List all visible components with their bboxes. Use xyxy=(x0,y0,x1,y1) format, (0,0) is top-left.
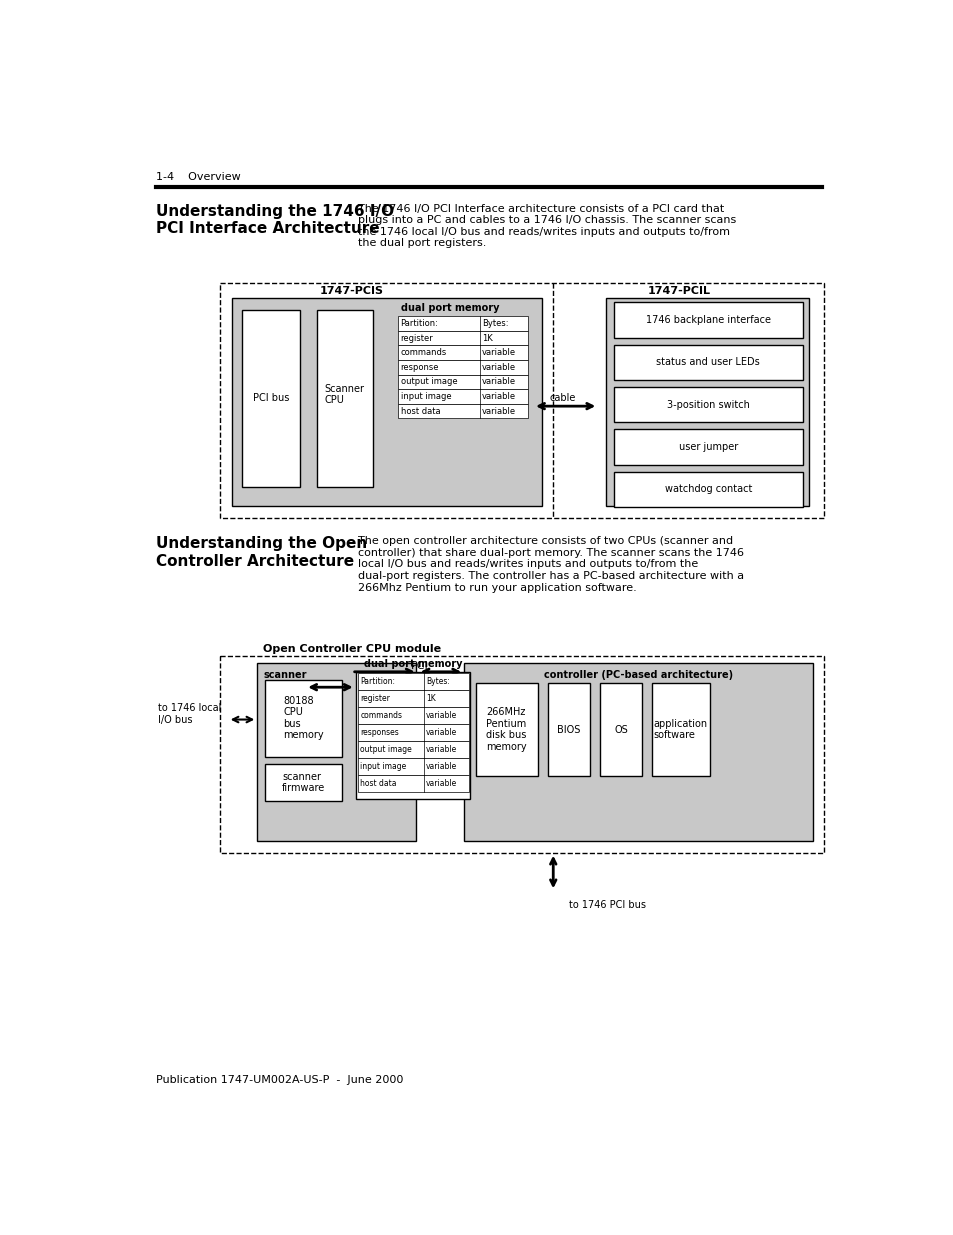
Text: variable: variable xyxy=(481,391,516,401)
Bar xyxy=(397,404,528,419)
Bar xyxy=(397,359,528,374)
Text: Publication 1747-UM002A-US-P  -  June 2000: Publication 1747-UM002A-US-P - June 2000 xyxy=(155,1074,402,1084)
Bar xyxy=(464,662,812,841)
Text: Scanner
CPU: Scanner CPU xyxy=(324,384,364,405)
Bar xyxy=(397,316,528,331)
Text: input image: input image xyxy=(400,391,451,401)
Text: register: register xyxy=(360,694,390,703)
Bar xyxy=(397,389,528,404)
Text: variable: variable xyxy=(481,378,516,387)
Text: dual port memory: dual port memory xyxy=(363,659,462,669)
Bar xyxy=(613,345,802,380)
Text: 80188
CPU
bus
memory: 80188 CPU bus memory xyxy=(283,695,324,741)
Bar xyxy=(241,310,299,487)
Bar xyxy=(599,683,641,776)
Bar xyxy=(220,656,823,852)
Text: variable: variable xyxy=(481,406,516,416)
Bar xyxy=(397,346,528,359)
Bar xyxy=(265,679,342,757)
Text: status and user LEDs: status and user LEDs xyxy=(656,357,760,367)
Bar xyxy=(613,387,802,422)
Text: user jumper: user jumper xyxy=(678,442,737,452)
Text: output image: output image xyxy=(360,745,412,755)
Text: input image: input image xyxy=(360,762,406,771)
Text: Bytes:: Bytes: xyxy=(481,319,508,327)
Text: commands: commands xyxy=(400,348,446,357)
Text: register: register xyxy=(400,333,433,342)
Text: watchdog contact: watchdog contact xyxy=(664,484,751,494)
Text: PCI: PCI xyxy=(411,661,429,671)
Text: response: response xyxy=(400,363,438,372)
Text: to 1746 local
I/O bus: to 1746 local I/O bus xyxy=(158,704,221,725)
Bar xyxy=(397,331,528,346)
Bar xyxy=(316,310,373,487)
Bar xyxy=(613,303,802,337)
Text: 3-position switch: 3-position switch xyxy=(666,400,749,410)
Text: variable: variable xyxy=(481,348,516,357)
Text: to 1746 PCI bus: to 1746 PCI bus xyxy=(568,900,645,910)
Text: PCI bus: PCI bus xyxy=(253,394,289,404)
Text: 1K: 1K xyxy=(481,333,492,342)
Bar xyxy=(220,283,823,517)
Text: The 1746 I/O PCI Interface architecture consists of a PCI card that
plugs into a: The 1746 I/O PCI Interface architecture … xyxy=(357,204,736,248)
Text: 1K: 1K xyxy=(426,694,436,703)
Text: cable: cable xyxy=(549,394,575,404)
Text: application
software: application software xyxy=(653,719,707,740)
Bar xyxy=(357,776,468,792)
Bar xyxy=(605,299,808,506)
Text: variable: variable xyxy=(426,729,456,737)
Bar xyxy=(476,683,537,776)
Bar xyxy=(355,672,470,799)
Text: dual port memory: dual port memory xyxy=(400,303,499,312)
Bar xyxy=(357,673,468,690)
Bar xyxy=(265,764,342,802)
Text: Open Controller CPU module: Open Controller CPU module xyxy=(262,643,440,653)
Text: variable: variable xyxy=(426,745,456,755)
Text: Understanding the 1746 I/O
PCI Interface Architecture: Understanding the 1746 I/O PCI Interface… xyxy=(155,204,394,236)
Bar xyxy=(613,472,802,508)
Bar xyxy=(547,683,590,776)
Text: output image: output image xyxy=(400,378,456,387)
Text: Bytes:: Bytes: xyxy=(426,677,450,687)
Text: variable: variable xyxy=(426,779,456,788)
Text: 266MHz
Pentium
disk bus
memory: 266MHz Pentium disk bus memory xyxy=(486,708,526,752)
Bar xyxy=(357,758,468,776)
Bar xyxy=(257,662,416,841)
Text: The open controller architecture consists of two CPUs (scanner and
controller) t: The open controller architecture consist… xyxy=(357,536,743,593)
Bar xyxy=(357,690,468,708)
Text: BIOS: BIOS xyxy=(557,725,579,735)
Bar xyxy=(357,741,468,758)
Text: OS: OS xyxy=(614,725,628,735)
Text: commands: commands xyxy=(360,711,402,720)
Bar xyxy=(397,374,528,389)
Bar xyxy=(651,683,709,776)
Text: variable: variable xyxy=(426,762,456,771)
Text: scanner: scanner xyxy=(263,671,307,680)
Bar xyxy=(613,430,802,464)
Text: 1-4    Overview: 1-4 Overview xyxy=(155,173,240,183)
Text: 1746 backplane interface: 1746 backplane interface xyxy=(645,315,770,325)
Text: scanner
firmware: scanner firmware xyxy=(282,772,325,793)
Text: controller (PC-based architecture): controller (PC-based architecture) xyxy=(543,671,732,680)
Bar xyxy=(232,299,541,506)
Text: 1747-PCIL: 1747-PCIL xyxy=(647,285,710,295)
Text: Partition:: Partition: xyxy=(400,319,438,327)
Text: Understanding the Open
Controller Architecture: Understanding the Open Controller Archit… xyxy=(155,536,367,568)
Text: host data: host data xyxy=(400,406,439,416)
Bar xyxy=(357,724,468,741)
Bar xyxy=(357,708,468,724)
Text: variable: variable xyxy=(481,363,516,372)
Text: 1747-PCIS: 1747-PCIS xyxy=(319,285,383,295)
Text: Partition:: Partition: xyxy=(360,677,395,687)
Text: variable: variable xyxy=(426,711,456,720)
Text: responses: responses xyxy=(360,729,398,737)
Text: host data: host data xyxy=(360,779,396,788)
